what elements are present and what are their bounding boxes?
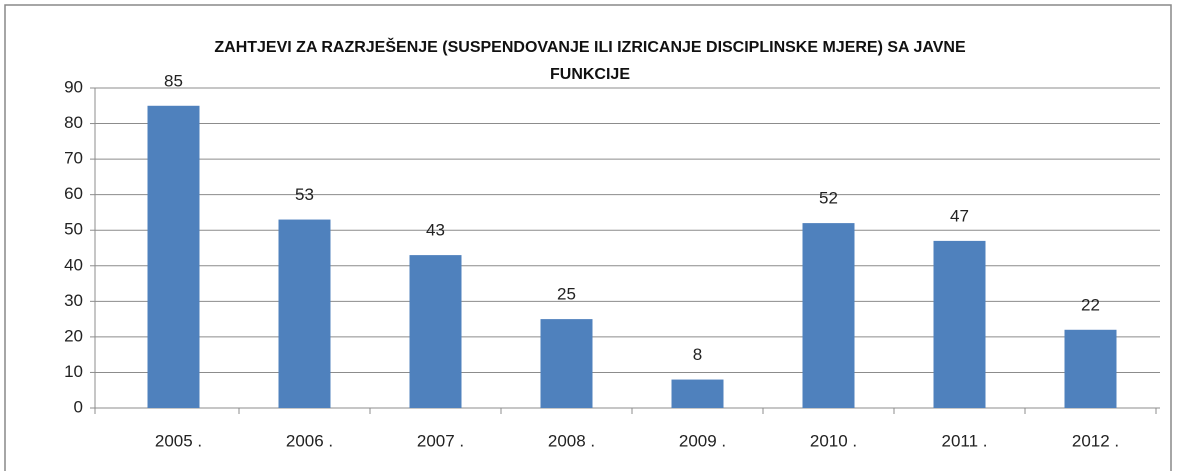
y-tick-label: 50 (64, 220, 83, 239)
x-tick-label: 2008 . (548, 431, 595, 450)
x-tick-label: 2005 . (155, 431, 202, 450)
data-label: 52 (819, 189, 838, 208)
y-tick-label: 70 (64, 149, 83, 168)
bar (409, 255, 462, 408)
data-label: 43 (426, 221, 445, 240)
data-label: 47 (950, 206, 969, 225)
y-tick-label: 20 (64, 326, 83, 345)
x-tick-label: 2010 . (810, 431, 857, 450)
chart-frame (4, 4, 1172, 471)
y-tick-label: 30 (64, 291, 83, 310)
data-label: 53 (295, 185, 314, 204)
x-tick-label: 2012 . (1072, 431, 1119, 450)
y-tick-label: 90 (64, 77, 83, 96)
x-tick-label: 2009 . (679, 431, 726, 450)
y-tick-label: 10 (64, 362, 83, 381)
chart-title: ZAHTJEVI ZA RAZRJEŠENJE (SUSPENDOVANJE I… (214, 39, 966, 83)
y-tick-label: 60 (64, 184, 83, 203)
bar (278, 219, 331, 408)
bar (802, 223, 855, 408)
y-tick-label: 40 (64, 255, 83, 274)
bar (933, 240, 986, 408)
y-tick-label: 0 (74, 397, 83, 416)
data-label: 8 (693, 345, 702, 364)
bar (540, 319, 593, 408)
data-label: 22 (1081, 295, 1100, 314)
bar (1064, 329, 1117, 408)
bar (671, 379, 724, 408)
data-label: 85 (164, 71, 183, 90)
bar (147, 105, 200, 409)
y-tick-label: 80 (64, 113, 83, 132)
x-tick-label: 2011 . (941, 431, 987, 450)
x-tick-label: 2007 . (417, 431, 464, 450)
x-tick-label: 2006 . (286, 431, 333, 450)
data-label: 25 (557, 285, 576, 304)
